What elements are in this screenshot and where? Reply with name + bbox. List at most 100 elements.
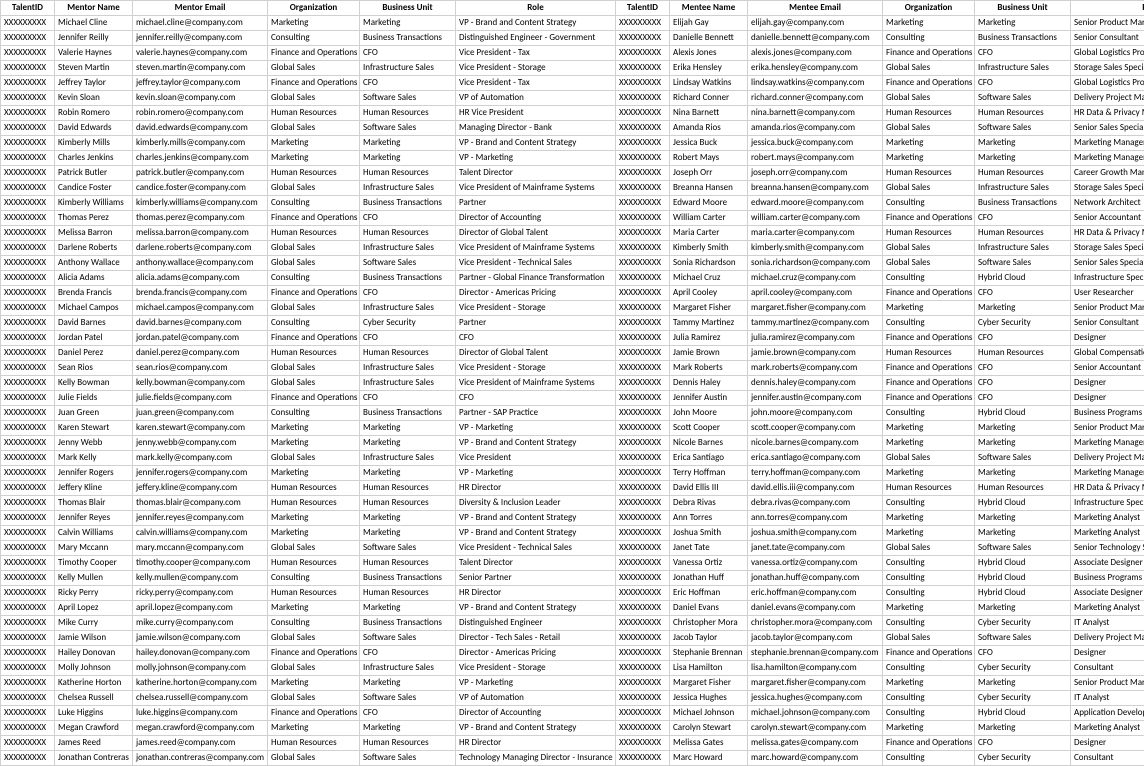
cell[interactable]: karen.stewart@company.com (133, 421, 268, 436)
cell[interactable]: Global Sales (268, 691, 360, 706)
cell[interactable]: CFO (360, 286, 456, 301)
cell[interactable]: Dennis Haley (670, 376, 748, 391)
cell[interactable]: Global Logistics Procurement (1071, 46, 1144, 61)
cell[interactable]: Danielle Bennett (670, 31, 748, 46)
cell[interactable]: kelly.mullen@company.com (133, 571, 268, 586)
cell[interactable]: Consulting (268, 31, 360, 46)
cell[interactable]: jessica.hughes@company.com (748, 691, 883, 706)
cell[interactable]: Global Logistics Procurement (1071, 76, 1144, 91)
cell[interactable]: william.carter@company.com (748, 211, 883, 226)
cell[interactable]: XXXXXXXXX (1, 511, 55, 526)
cell[interactable]: Global Sales (268, 541, 360, 556)
cell[interactable]: Nina Barnett (670, 106, 748, 121)
table-row[interactable]: XXXXXXXXXKevin Sloankevin.sloan@company.… (1, 91, 1144, 106)
cell[interactable]: vanessa.ortiz@company.com (748, 556, 883, 571)
cell[interactable]: daniel.evans@company.com (748, 601, 883, 616)
cell[interactable]: melissa.barron@company.com (133, 226, 268, 241)
cell[interactable]: Business Transactions (360, 616, 456, 631)
cell[interactable]: brenda.francis@company.com (133, 286, 268, 301)
cell[interactable]: XXXXXXXXX (1, 136, 55, 151)
cell[interactable]: XXXXXXXXX (616, 406, 670, 421)
cell[interactable]: Edward Moore (670, 196, 748, 211)
cell[interactable]: XXXXXXXXX (616, 706, 670, 721)
cell[interactable]: Human Resources (883, 166, 975, 181)
cell[interactable]: Human Resources (268, 586, 360, 601)
cell[interactable]: alicia.adams@company.com (133, 271, 268, 286)
table-row[interactable]: XXXXXXXXXValerie Haynesvalerie.haynes@co… (1, 46, 1144, 61)
cell[interactable]: terry.hoffman@company.com (748, 466, 883, 481)
cell[interactable]: XXXXXXXXX (616, 121, 670, 136)
cell[interactable]: Alexis Jones (670, 46, 748, 61)
cell[interactable]: Global Sales (268, 376, 360, 391)
cell[interactable]: kimberly.smith@company.com (748, 241, 883, 256)
cell[interactable]: Marketing (360, 511, 456, 526)
cell[interactable]: Marketing (975, 421, 1071, 436)
cell[interactable]: Marketing Manager (1071, 136, 1144, 151)
cell[interactable]: Consulting (883, 496, 975, 511)
cell[interactable]: Hybrid Cloud (975, 406, 1071, 421)
cell[interactable]: Julie Fields (55, 391, 133, 406)
cell[interactable]: sean.rios@company.com (133, 361, 268, 376)
cell[interactable]: Marketing (268, 466, 360, 481)
cell[interactable]: XXXXXXXXX (616, 31, 670, 46)
table-row[interactable]: XXXXXXXXXDaniel Perezdaniel.perez@compan… (1, 346, 1144, 361)
cell[interactable]: jenny.webb@company.com (133, 436, 268, 451)
cell[interactable]: Finance and Operations (268, 286, 360, 301)
table-row[interactable]: XXXXXXXXXJeffery Klinejeffery.kline@comp… (1, 481, 1144, 496)
table-row[interactable]: XXXXXXXXXJamie Wilsonjamie.wilson@compan… (1, 631, 1144, 646)
cell[interactable]: VP - Brand and Content Strategy (456, 436, 616, 451)
table-row[interactable]: XXXXXXXXXKelly Bowmankelly.bowman@compan… (1, 376, 1144, 391)
cell[interactable]: Terry Hoffman (670, 466, 748, 481)
cell[interactable]: Hybrid Cloud (975, 496, 1071, 511)
cell[interactable]: Delivery Project Manager (1071, 451, 1144, 466)
cell[interactable]: Chelsea Russell (55, 691, 133, 706)
col-header[interactable]: TalentID (1, 1, 55, 16)
cell[interactable]: XXXXXXXXX (616, 136, 670, 151)
cell[interactable]: CFO (456, 331, 616, 346)
cell[interactable]: XXXXXXXXX (1, 466, 55, 481)
table-row[interactable]: XXXXXXXXXRobin Romerorobin.romero@compan… (1, 106, 1144, 121)
cell[interactable]: April Cooley (670, 286, 748, 301)
cell[interactable]: Human Resources (883, 481, 975, 496)
cell[interactable]: Calvin Williams (55, 526, 133, 541)
cell[interactable]: james.reed@company.com (133, 736, 268, 751)
cell[interactable]: CFO (360, 391, 456, 406)
cell[interactable]: Human Resources (268, 736, 360, 751)
cell[interactable]: Hailey Donovan (55, 646, 133, 661)
table-row[interactable]: XXXXXXXXXMelissa Barronmelissa.barron@co… (1, 226, 1144, 241)
cell[interactable]: XXXXXXXXX (1, 106, 55, 121)
cell[interactable]: Storage Sales Specialist (1071, 61, 1144, 76)
cell[interactable]: Jonathan Contreras (55, 751, 133, 766)
cell[interactable]: Jennifer Reyes (55, 511, 133, 526)
cell[interactable]: William Carter (670, 211, 748, 226)
cell[interactable]: Michael Cruz (670, 271, 748, 286)
cell[interactable]: Cyber Security (975, 661, 1071, 676)
cell[interactable]: Global Sales (268, 181, 360, 196)
cell[interactable]: Designer (1071, 391, 1144, 406)
cell[interactable]: jamie.brown@company.com (748, 346, 883, 361)
cell[interactable]: XXXXXXXXX (616, 526, 670, 541)
cell[interactable]: Marketing (975, 136, 1071, 151)
cell[interactable]: Patrick Butler (55, 166, 133, 181)
cell[interactable]: elijah.gay@company.com (748, 16, 883, 31)
cell[interactable]: XXXXXXXXX (1, 421, 55, 436)
cell[interactable]: Daniel Perez (55, 346, 133, 361)
cell[interactable]: Infrastructure Sales (975, 241, 1071, 256)
cell[interactable]: Consulting (883, 706, 975, 721)
cell[interactable]: Alicia Adams (55, 271, 133, 286)
cell[interactable]: jennifer.austin@company.com (748, 391, 883, 406)
cell[interactable]: XXXXXXXXX (1, 181, 55, 196)
cell[interactable]: Marketing (883, 511, 975, 526)
cell[interactable]: ricky.perry@company.com (133, 586, 268, 601)
cell[interactable]: XXXXXXXXX (616, 361, 670, 376)
cell[interactable]: Marketing (268, 436, 360, 451)
cell[interactable]: XXXXXXXXX (616, 451, 670, 466)
cell[interactable]: Candice Foster (55, 181, 133, 196)
col-header[interactable]: Business Unit (975, 1, 1071, 16)
cell[interactable]: XXXXXXXXX (1, 76, 55, 91)
cell[interactable]: Finance and Operations (883, 211, 975, 226)
cell[interactable]: Tammy Martinez (670, 316, 748, 331)
cell[interactable]: CFO (975, 76, 1071, 91)
cell[interactable]: XXXXXXXXX (616, 16, 670, 31)
cell[interactable]: XXXXXXXXX (616, 166, 670, 181)
